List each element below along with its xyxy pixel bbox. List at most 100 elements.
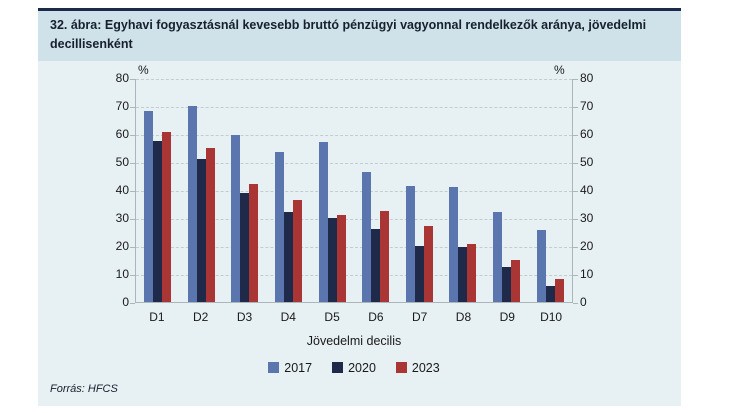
y-tick-label-0: 0: [122, 294, 129, 309]
x-tick-label-D4: D4: [280, 309, 296, 324]
legend-item-2020: 2020: [332, 361, 376, 375]
y-tick-label-30: 30: [580, 210, 594, 225]
gridline-10: [136, 274, 572, 276]
y-tick-left-60: [130, 134, 135, 136]
bar-2020-D1: [153, 140, 163, 302]
bar-2017-D10: [536, 230, 546, 302]
y-tick-left-40: [130, 190, 135, 192]
x-tick-label-D8: D8: [455, 309, 472, 324]
x-tick-label-D7: D7: [412, 309, 428, 324]
y-tick-left-70: [130, 106, 135, 108]
y-unit-label-right: %: [554, 62, 565, 77]
y-tick-label-80: 80: [115, 70, 129, 85]
bar-2017-D4: [275, 151, 285, 302]
gridline-20: [136, 246, 572, 248]
legend-label-2020: 2020: [348, 360, 376, 375]
bar-2020-D10: [545, 286, 555, 302]
bar-2023-D4: [293, 199, 303, 302]
y-tick-right-10: [573, 274, 578, 276]
bar-group-D4: [267, 79, 311, 302]
chart-legend: 2017 2020 2023: [135, 361, 573, 375]
plot-area: [130, 78, 578, 304]
y-tick-label-10: 10: [580, 266, 594, 281]
x-axis-labels: D1 D2 D3 D4 D5 D6 D7 D8 D9 D10: [135, 310, 573, 324]
x-tick-label-D5: D5: [324, 309, 340, 324]
bars-layer: [136, 79, 572, 302]
y-axis-labels-right: 0 10 20 30 40 50 60 70 80: [580, 61, 616, 321]
x-tick-label-D1: D1: [149, 309, 165, 324]
bar-2023-D9: [511, 259, 521, 302]
figure-title: 32. ábra: Egyhavi fogyasztásnál kevesebb…: [38, 11, 681, 61]
y-tick-left-30: [130, 218, 135, 220]
bar-2023-D6: [380, 210, 390, 302]
gridline-80: [136, 78, 572, 80]
y-tick-right-70: [573, 106, 578, 108]
bar-2020-D3: [240, 192, 250, 302]
x-tick-label-D2: D2: [193, 309, 209, 324]
y-tick-left-50: [130, 162, 135, 164]
bar-group-D10: [528, 79, 572, 302]
y-tick-right-0: [573, 302, 578, 304]
bar-2017-D9: [493, 212, 503, 302]
y-tick-label-0: 0: [580, 294, 587, 309]
y-tick-left-80: [130, 78, 135, 80]
y-tick-left-10: [130, 274, 135, 276]
y-tick-label-20: 20: [580, 238, 594, 253]
bar-2023-D7: [423, 226, 433, 302]
y-tick-label-50: 50: [580, 154, 594, 169]
bar-group-D9: [485, 79, 529, 302]
bar-group-D2: [180, 79, 224, 302]
gridline-60: [136, 134, 572, 136]
bar-2020-D2: [196, 158, 206, 302]
gridline-40: [136, 190, 572, 192]
y-tick-right-40: [573, 190, 578, 192]
bar-group-D6: [354, 79, 398, 302]
gridline-50: [136, 162, 572, 164]
y-tick-label-10: 10: [115, 266, 129, 281]
x-tick-label-D9: D9: [499, 309, 515, 324]
legend-label-2017: 2017: [284, 360, 313, 375]
bar-2020-D8: [458, 247, 468, 302]
gridline-30: [136, 218, 572, 220]
legend-item-2023: 2023: [395, 360, 440, 375]
figure-32: 32. ábra: Egyhavi fogyasztásnál kevesebb…: [38, 8, 681, 406]
bar-2023-D1: [162, 132, 172, 302]
bar-group-D8: [441, 79, 485, 302]
legend-label-2023: 2023: [411, 360, 440, 375]
y-tick-right-60: [573, 134, 578, 136]
y-axis-labels-left: 0 10 20 30 40 50 60 70 80: [93, 61, 129, 321]
y-tick-label-40: 40: [115, 182, 129, 197]
bar-2023-D8: [467, 244, 477, 302]
chart-region: % % 0 10 20 30 40 50 60 70 80 0 10 20 30 40 50 60 70 80 …: [38, 60, 681, 406]
bar-2020-D9: [502, 266, 512, 302]
bar-2017-D8: [449, 186, 459, 302]
bar-2020-D7: [414, 245, 424, 302]
y-tick-right-80: [573, 78, 578, 80]
x-tick-label-D10: D10: [540, 309, 563, 324]
gridline-70: [136, 106, 572, 108]
bar-2017-D3: [231, 135, 241, 302]
bar-2023-D2: [205, 147, 215, 302]
y-tick-right-50: [573, 162, 578, 164]
bar-2017-D2: [187, 105, 197, 302]
bar-2023-D10: [554, 279, 564, 302]
bar-group-D5: [310, 79, 354, 302]
x-tick-label-D3: D3: [236, 309, 253, 324]
source-note: Forrás: HFCS: [50, 382, 118, 395]
y-tick-label-70: 70: [580, 98, 594, 113]
bar-2023-D5: [336, 214, 346, 302]
y-tick-right-30: [573, 218, 578, 220]
y-tick-left-20: [130, 246, 135, 248]
bar-group-D3: [223, 79, 267, 302]
y-tick-label-50: 50: [115, 154, 129, 169]
bar-2017-D5: [318, 142, 328, 302]
bar-2017-D7: [405, 185, 415, 302]
y-tick-left-0: [130, 302, 135, 304]
y-tick-label-40: 40: [580, 182, 594, 197]
bar-2020-D5: [327, 217, 337, 302]
legend-swatch-2023: [395, 362, 407, 374]
x-axis-title: Jövedelmi decilis: [306, 333, 402, 348]
legend-item-2017: 2017: [268, 361, 312, 375]
x-tick-label-D6: D6: [368, 309, 384, 324]
